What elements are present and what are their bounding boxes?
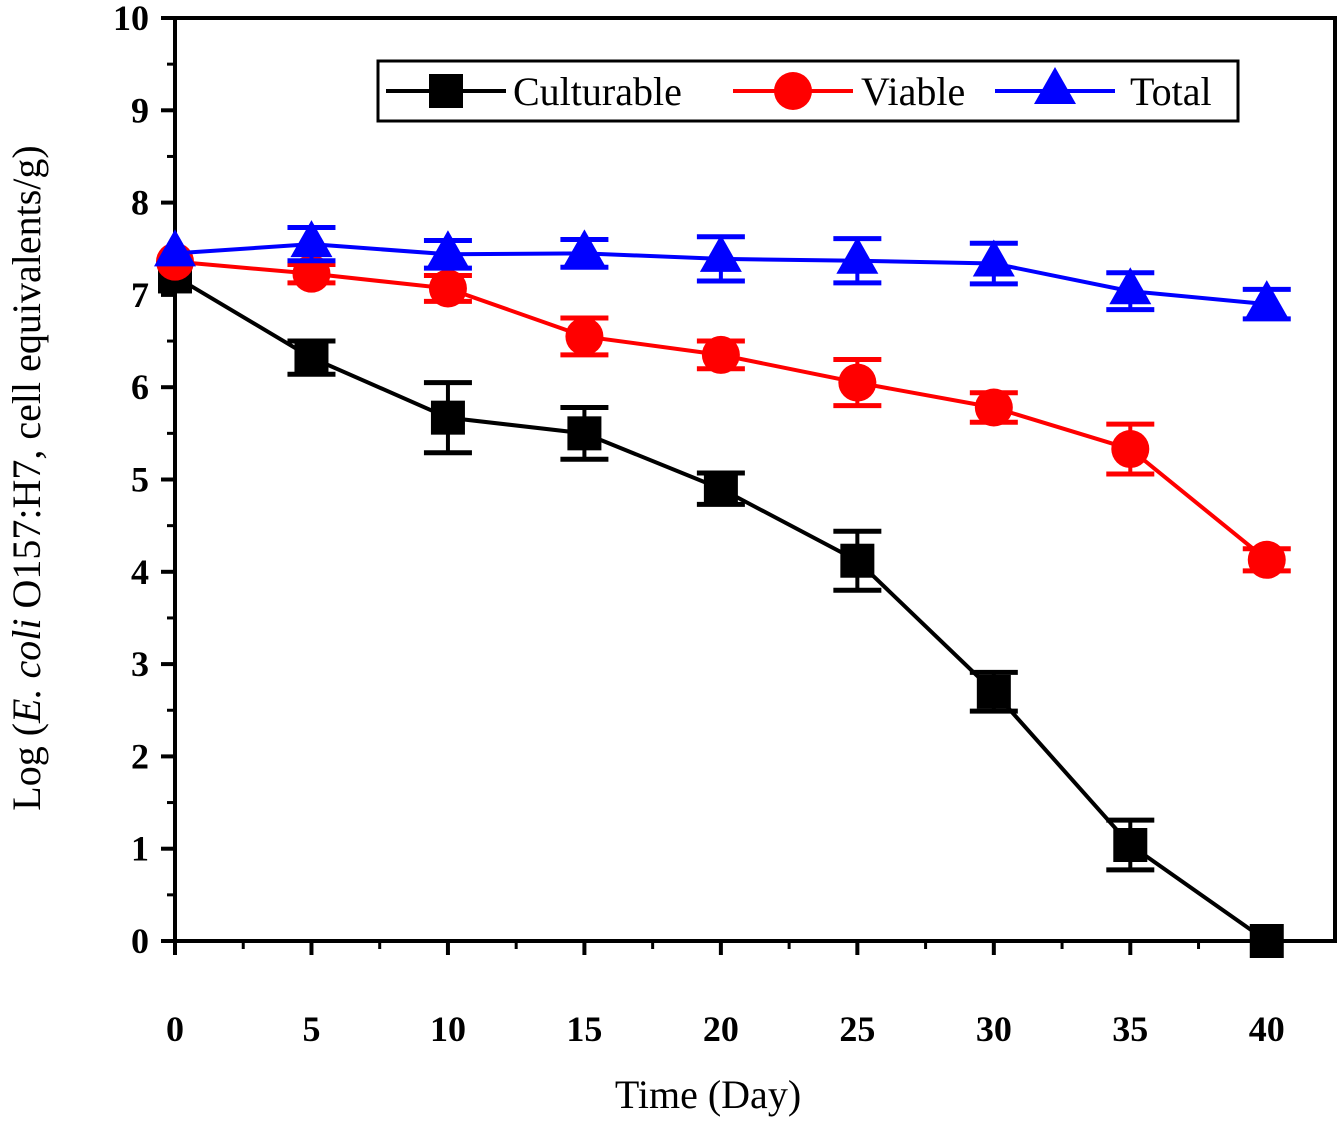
y-tick-label: 3: [131, 644, 149, 684]
series-layer: [154, 220, 1291, 958]
data-point: [1109, 267, 1152, 305]
y-axis-title-italic: E. coli: [4, 619, 49, 724]
data-point: [976, 674, 1011, 709]
y-tick-label: 1: [131, 829, 149, 869]
y-tick-label: 5: [131, 460, 149, 500]
plot-frame: [173, 16, 1337, 943]
legend-item-culturable: Culturable: [386, 69, 682, 114]
data-point: [426, 230, 469, 268]
series-line: [174, 259, 1269, 562]
data-point: [840, 543, 875, 578]
data-point: [974, 388, 1013, 427]
y-tick-label: 8: [131, 183, 149, 223]
x-tick-label: 10: [430, 1009, 466, 1049]
x-tick-label: 5: [302, 1009, 320, 1049]
legend: Culturable Viable Total: [376, 59, 1240, 123]
legend-marker: [429, 74, 463, 108]
y-axis-title-prefix: Log (: [4, 723, 49, 811]
x-tick-label: 15: [566, 1009, 602, 1049]
data-point: [290, 220, 333, 258]
data-point: [972, 239, 1015, 277]
data-point: [1249, 924, 1284, 958]
y-axis-title: Log (E. coli O157:H7, cell equivalents/g…: [4, 145, 49, 810]
y-tick-label: 2: [131, 736, 149, 776]
data-point: [838, 363, 877, 402]
y-axis-title-suffix: O157:H7, cell equivalents/g): [4, 145, 49, 618]
legend-label: Viable: [861, 69, 965, 114]
legend-label: Culturable: [513, 69, 682, 114]
x-tick-label: 25: [839, 1009, 875, 1049]
data-point: [154, 229, 196, 267]
x-tick-label: 20: [703, 1009, 739, 1049]
data-point: [428, 269, 467, 308]
data-point: [836, 236, 879, 274]
data-point: [567, 416, 602, 451]
legend-item-viable: Viable: [733, 69, 965, 114]
data-point: [294, 340, 329, 375]
data-point: [1247, 540, 1286, 579]
data-point: [430, 400, 465, 435]
y-tick-label: 10: [113, 0, 149, 38]
series-line: [173, 274, 1268, 943]
legend-marker: [1034, 67, 1076, 104]
axis-ticks: 0 1 2 3 4 5 6 7 8 9 10 0 5 10 15 20 25 30 35 40: [113, 0, 1285, 1049]
legend-label: Total: [1130, 69, 1212, 114]
data-point: [701, 335, 740, 374]
series-total: [154, 220, 1291, 322]
data-point: [1113, 828, 1148, 863]
data-point: [292, 254, 331, 293]
data-point: [699, 234, 742, 272]
data-point: [563, 229, 606, 267]
data-point: [703, 471, 738, 506]
x-axis-title: Time (Day): [615, 1072, 801, 1117]
series-culturable: [158, 259, 1284, 958]
data-point: [565, 317, 604, 356]
y-tick-label: 9: [131, 90, 149, 130]
x-tick-label: 40: [1249, 1009, 1285, 1049]
x-tick-label: 30: [976, 1009, 1012, 1049]
y-tick-label: 7: [131, 275, 149, 315]
data-point: [1111, 430, 1150, 469]
y-tick-label: 6: [131, 367, 149, 407]
legend-item-total: Total: [995, 67, 1212, 114]
legend-marker: [774, 72, 812, 110]
x-tick-label: 35: [1112, 1009, 1148, 1049]
series-viable: [156, 242, 1291, 579]
x-tick-label: 0: [166, 1009, 184, 1049]
y-tick-label: 0: [131, 921, 149, 961]
y-tick-label: 4: [131, 552, 149, 592]
data-point: [1245, 280, 1288, 318]
